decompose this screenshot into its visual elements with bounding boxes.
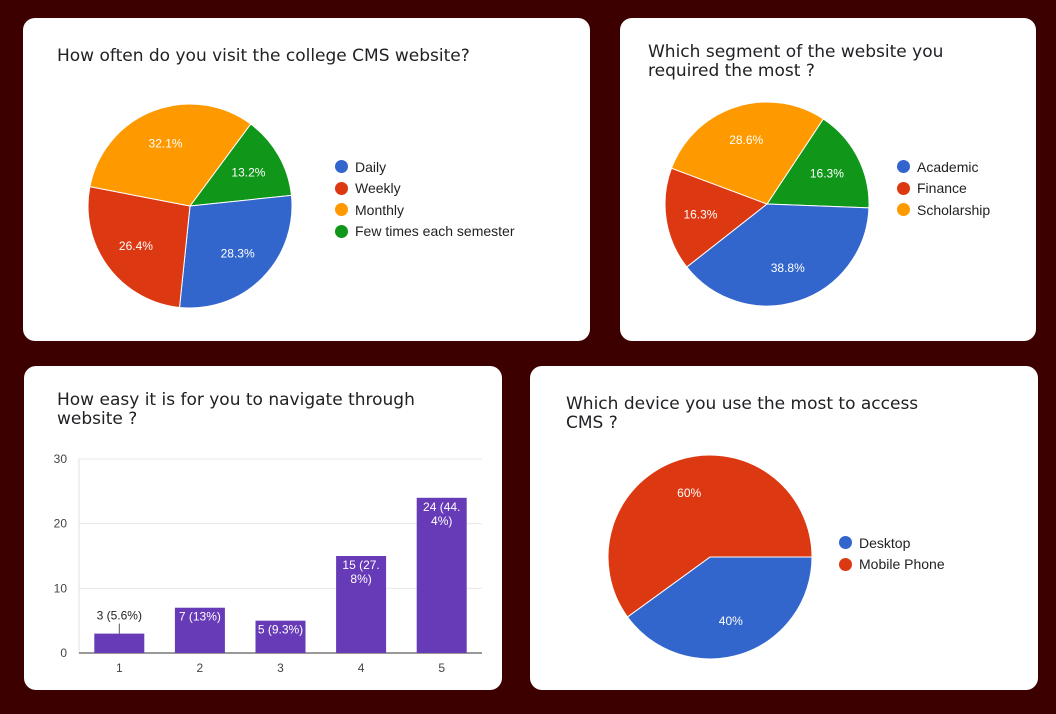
website-segment-card: Which segment of the website you require… xyxy=(620,18,1036,341)
navigation-ease-card: How easy it is for you to navigate throu… xyxy=(24,366,502,690)
bar-5 xyxy=(416,497,467,653)
legend-item-monthly: Monthly xyxy=(335,199,515,221)
device-usage-label-desktop: 40% xyxy=(719,614,743,628)
website-segment-pie-chart: 16.3% 38.8% 16.3% 28.6% xyxy=(664,101,870,307)
bar-value-label-4-line-2: 8%) xyxy=(350,572,371,586)
device-usage-slice-mobile-phone xyxy=(607,454,813,618)
device-usage-title: Which device you use the most to access … xyxy=(566,395,918,433)
bar-value-label-5: 24 (44. xyxy=(423,500,460,514)
website-segment-legend: Academic Finance Scholarship xyxy=(897,156,990,221)
visit-frequency-slice-monthly xyxy=(89,103,252,207)
legend-item-mobile-phone: Mobile Phone xyxy=(839,554,945,576)
visit-frequency-title: How often do you visit the college CMS w… xyxy=(57,46,470,66)
visit-frequency-pie-chart: 13.2% 28.3% 26.4% 32.1% xyxy=(87,103,293,309)
visit-frequency-slice-few-times-each-semester xyxy=(188,123,292,207)
visit-frequency-card: How often do you visit the college CMS w… xyxy=(23,18,590,341)
website-segment-label-academic: 38.8% xyxy=(771,261,805,275)
legend-item-finance: Finance xyxy=(897,178,990,200)
bar-2 xyxy=(174,607,225,653)
bar-3 xyxy=(255,620,306,653)
legend-swatch-scholarship xyxy=(897,203,910,217)
device-usage-card: Which device you use the most to access … xyxy=(530,366,1038,690)
website-segment-label-scholarship: 28.6% xyxy=(729,133,763,147)
legend-label-weekly: Weekly xyxy=(355,180,401,197)
visit-frequency-label-monthly: 32.1% xyxy=(149,136,183,150)
legend-item-few-times: Few times each semester xyxy=(335,221,515,243)
website-segment-slice-scholarship xyxy=(670,101,824,205)
device-usage-legend: Desktop Mobile Phone xyxy=(839,532,945,575)
device-usage-label-mobile-phone: 60% xyxy=(677,486,701,500)
bar-value-label-2: 7 (13%) xyxy=(179,610,221,624)
visit-frequency-slice-daily xyxy=(178,194,293,309)
bar-value-label-1: 3 (5.6%) xyxy=(97,609,142,623)
x-tick-label-2: 2 xyxy=(197,661,204,675)
website-segment-label-finance: 16.3% xyxy=(683,207,717,221)
legend-swatch-monthly xyxy=(335,203,348,217)
legend-label-scholarship: Scholarship xyxy=(917,201,991,218)
legend-swatch-few-times xyxy=(335,224,348,238)
visit-frequency-label-weekly: 26.4% xyxy=(119,239,153,253)
visit-frequency-label-daily: 28.3% xyxy=(221,247,255,261)
legend-item-scholarship: Scholarship xyxy=(897,199,990,221)
legend-swatch-mobile-phone xyxy=(839,557,852,571)
website-segment-title: Which segment of the website you require… xyxy=(648,43,943,81)
legend-label-daily: Daily xyxy=(355,158,387,175)
legend-item-weekly: Weekly xyxy=(335,178,515,200)
navigation-ease-bar-chart: 0 10 20 30 3 (5.6%) 1 7 (13%) 2 5 (9.3%) 3 15 (27.… xyxy=(54,452,482,675)
website-segment-title-line-1: Which segment of the website you xyxy=(648,42,944,62)
website-segment-title-line-2: required the most ? xyxy=(648,61,815,81)
bar-value-label-4: 15 (27. xyxy=(342,558,379,572)
legend-item-academic: Academic xyxy=(897,156,990,178)
legend-label-desktop: Desktop xyxy=(859,534,911,551)
bar-value-label-5-line-2: 4%) xyxy=(431,514,452,528)
bar-4 xyxy=(336,556,387,653)
y-tick-label-30: 30 xyxy=(54,452,68,466)
legend-label-finance: Finance xyxy=(917,180,967,197)
legend-item-daily: Daily xyxy=(335,156,515,178)
legend-swatch-academic xyxy=(897,160,910,174)
legend-swatch-desktop xyxy=(839,536,852,550)
legend-label-few-times: Few times each semester xyxy=(355,223,515,240)
legend-label-mobile-phone: Mobile Phone xyxy=(859,556,945,573)
visit-frequency-label-few-times-each-semester: 13.2% xyxy=(231,166,265,180)
website-segment-slice-slice-3 xyxy=(766,118,870,209)
legend-item-desktop: Desktop xyxy=(839,532,945,554)
device-usage-slice-desktop xyxy=(626,556,813,660)
bar-value-label-3: 5 (9.3%) xyxy=(258,623,303,637)
website-segment-slice-finance xyxy=(664,167,769,268)
x-tick-label-1: 1 xyxy=(116,661,123,675)
y-tick-label-10: 10 xyxy=(54,581,68,595)
bar-1 xyxy=(94,633,145,653)
legend-swatch-daily xyxy=(335,160,348,174)
device-usage-pie-chart: 40% 60% xyxy=(607,454,813,660)
navigation-ease-title-line-1: How easy it is for you to navigate throu… xyxy=(57,390,415,410)
visit-frequency-slice-weekly xyxy=(87,186,191,309)
y-tick-label-0: 0 xyxy=(60,646,67,660)
y-tick-label-20: 20 xyxy=(54,517,68,531)
x-tick-label-4: 4 xyxy=(358,661,365,675)
device-usage-title-line-1: Which device you use the most to access xyxy=(566,394,919,414)
website-segment-slice-academic xyxy=(686,203,870,307)
device-usage-title-line-2: CMS ? xyxy=(566,413,618,433)
legend-label-academic: Academic xyxy=(917,158,979,175)
legend-swatch-weekly xyxy=(335,181,348,195)
legend-swatch-finance xyxy=(897,181,910,195)
navigation-ease-title-line-2: website ? xyxy=(57,409,138,429)
legend-label-monthly: Monthly xyxy=(355,201,405,218)
x-tick-label-5: 5 xyxy=(438,661,445,675)
visit-frequency-legend: Daily Weekly Monthly Few times each seme… xyxy=(335,156,515,242)
website-segment-label-slice-3: 16.3% xyxy=(810,166,844,180)
x-tick-label-3: 3 xyxy=(277,661,284,675)
navigation-ease-title: How easy it is for you to navigate throu… xyxy=(57,391,415,429)
